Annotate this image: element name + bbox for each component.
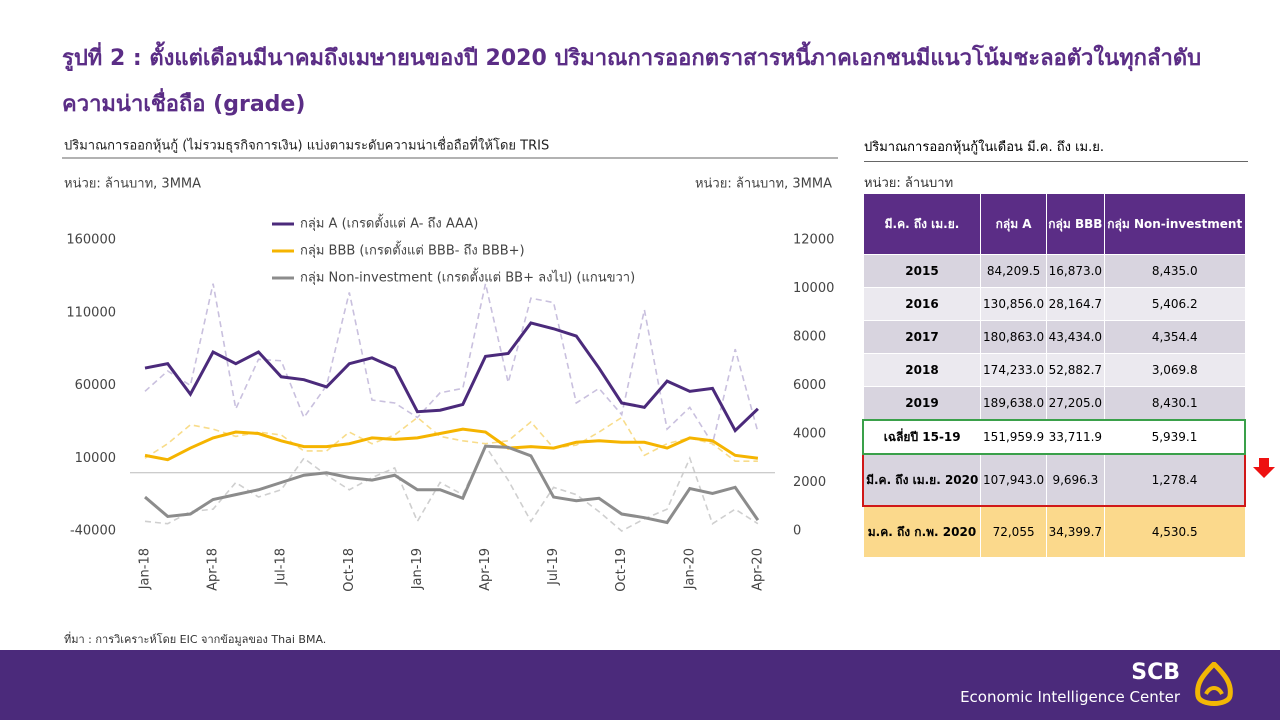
y2-tick-label: 0 bbox=[793, 524, 801, 539]
legend-label: กลุ่ม Non-investment (เกรดตั้งแต่ BB+ ลง… bbox=[300, 268, 635, 286]
table-cell: 2016 bbox=[862, 287, 982, 321]
series-line bbox=[144, 427, 759, 462]
footer: SCB Economic Intelligence Center bbox=[0, 650, 1280, 720]
table-cell: 180,863.0 bbox=[980, 320, 1047, 354]
x-tick-label: Jan-20 bbox=[682, 548, 697, 590]
table-cell: ม.ค. ถึง ก.พ. 2020 bbox=[862, 505, 982, 558]
x-tick-label: Apr-19 bbox=[478, 548, 493, 591]
table-cell: 34,399.7 bbox=[1045, 505, 1105, 558]
header-row: มี.ค. ถึง เม.ย. กลุ่ม A กลุ่ม BBB กลุ่ม Non… bbox=[862, 193, 1246, 255]
table-cell: เฉลี่ยปี 15-19 bbox=[862, 419, 982, 455]
x-tick-label: Apr-18 bbox=[206, 548, 221, 591]
y2-tick-label: 12000 bbox=[793, 233, 834, 248]
column-header: กลุ่ม Non-investment bbox=[1103, 193, 1246, 255]
table-row: 2015 84,209.5 16,873.0 8,435.0 bbox=[862, 254, 1246, 288]
monthly-line bbox=[144, 283, 759, 446]
table-title: ปริมาณการออกหุ้นกู้ในเดือน มี.ค. ถึง เม.… bbox=[864, 136, 1248, 162]
table-cell: 189,638.0 bbox=[980, 386, 1047, 421]
table-cell: 8,435.0 bbox=[1103, 254, 1246, 288]
logo bbox=[1195, 662, 1233, 706]
table-cell: 8,430.1 bbox=[1103, 386, 1246, 421]
table-cell: 5,939.1 bbox=[1103, 419, 1246, 455]
table-cell: 2019 bbox=[862, 386, 982, 421]
table-cell: 4,354.4 bbox=[1103, 320, 1246, 354]
table-cell: 151,959.9 bbox=[980, 419, 1047, 455]
column-header: กลุ่ม BBB bbox=[1045, 193, 1105, 255]
y2-tick-label: 2000 bbox=[793, 475, 826, 490]
table-cell: 27,205.0 bbox=[1045, 386, 1105, 421]
y2-tick-label: 4000 bbox=[793, 427, 826, 442]
monthly-line bbox=[144, 416, 758, 462]
y-tick-label: 60000 bbox=[75, 378, 116, 393]
table-cell: 52,882.7 bbox=[1045, 353, 1105, 387]
column-header: กลุ่ม A bbox=[980, 193, 1047, 255]
y-tick-label: 110000 bbox=[66, 305, 116, 320]
slide-title: รูปที่ 2 : ตั้งแต่เดือนมีนาคมถึงเมษายนขอ… bbox=[62, 46, 1202, 117]
down-arrow bbox=[1253, 458, 1275, 478]
table-cell: 33,711.9 bbox=[1045, 419, 1105, 455]
y-tick-label: 10000 bbox=[75, 451, 116, 466]
x-tick-label: Jul-19 bbox=[546, 548, 561, 586]
chart: ปริมาณการออกหุ้นกู้ (ไม่รวมธุรกิจการเงิน… bbox=[62, 137, 838, 592]
table-row: มี.ค. ถึง เม.ย. 2020 107,943.0 9,696.3 1,27… bbox=[862, 453, 1246, 507]
x-tick-label: Apr-20 bbox=[750, 548, 765, 591]
column-header: มี.ค. ถึง เม.ย. bbox=[862, 193, 982, 255]
table-cell: 174,233.0 bbox=[980, 353, 1047, 387]
x-tick-label: Jan-19 bbox=[410, 548, 425, 590]
legend-label: กลุ่ม A (เกรดตั้งแต่ A- ถึง AAA) bbox=[300, 214, 478, 232]
chart-title: ปริมาณการออกหุ้นกู้ (ไม่รวมธุรกิจการเงิน… bbox=[64, 137, 549, 154]
table-cell: มี.ค. ถึง เม.ย. 2020 bbox=[862, 453, 982, 507]
table-cell: 28,164.7 bbox=[1045, 287, 1105, 321]
series-line bbox=[144, 444, 760, 525]
x-tick-label: Oct-19 bbox=[614, 548, 629, 592]
source: ที่มา : การวิเคราะห์โดย EIC จากข้อมูลของ… bbox=[64, 633, 327, 646]
brand: SCB bbox=[1131, 660, 1180, 685]
y-tick-label: 160000 bbox=[66, 233, 116, 248]
table-cell: 1,278.4 bbox=[1103, 453, 1246, 507]
table-cell: 43,434.0 bbox=[1045, 320, 1105, 354]
table-row: 2016 130,856.0 28,164.7 5,406.2 bbox=[862, 287, 1246, 321]
table-cell: 9,696.3 bbox=[1045, 453, 1105, 507]
table-cell: 5,406.2 bbox=[1103, 287, 1246, 321]
table-row: 2019 189,638.0 27,205.0 8,430.1 bbox=[862, 386, 1246, 421]
x-tick-label: Jan-18 bbox=[138, 548, 153, 590]
legend-label: กลุ่ม BBB (เกรดตั้งแต่ BBB- ถึง BBB+) bbox=[300, 241, 525, 259]
table-row: 2018 174,233.0 52,882.7 3,069.8 bbox=[862, 353, 1246, 387]
y2-tick-label: 8000 bbox=[793, 330, 826, 345]
y-tick-label: -40000 bbox=[70, 524, 116, 539]
table-cell: 72,055 bbox=[980, 505, 1047, 558]
table-cell: 2017 bbox=[862, 320, 982, 354]
x-tick-label: Oct-18 bbox=[342, 548, 357, 592]
series-line bbox=[144, 321, 759, 434]
table-row: ม.ค. ถึง ก.พ. 2020 72,055 34,399.7 4,530.5 bbox=[862, 505, 1246, 558]
table-unit: หน่วย: ล้านบาท bbox=[864, 176, 954, 191]
table: มี.ค. ถึง เม.ย. กลุ่ม A กลุ่ม BBB กลุ่ม Non… bbox=[862, 193, 1246, 558]
table-cell: 130,856.0 bbox=[980, 287, 1047, 321]
table-cell: 4,530.5 bbox=[1103, 505, 1246, 558]
table-cell: 84,209.5 bbox=[980, 254, 1047, 288]
table-row: เฉลี่ยปี 15-19 151,959.9 33,711.9 5,939.1 bbox=[862, 419, 1246, 455]
x-tick-label: Jul-18 bbox=[274, 548, 289, 586]
table-cell: 3,069.8 bbox=[1103, 353, 1246, 387]
brand-subtitle: Economic Intelligence Center bbox=[960, 688, 1180, 706]
table-row: 2017 180,863.0 43,434.0 4,354.4 bbox=[862, 320, 1246, 354]
monthly-line bbox=[144, 444, 759, 532]
table-cell: 2015 bbox=[862, 254, 982, 288]
table-cell: 2018 bbox=[862, 353, 982, 387]
y2-axis-label: หน่วย: ล้านบาท, 3MMA bbox=[695, 177, 832, 192]
table-cell: 107,943.0 bbox=[980, 453, 1047, 507]
table-cell: 16,873.0 bbox=[1045, 254, 1105, 288]
y2-tick-label: 6000 bbox=[793, 378, 826, 393]
y-axis-label: หน่วย: ล้านบาท, 3MMA bbox=[64, 177, 201, 192]
y2-tick-label: 10000 bbox=[793, 281, 834, 296]
